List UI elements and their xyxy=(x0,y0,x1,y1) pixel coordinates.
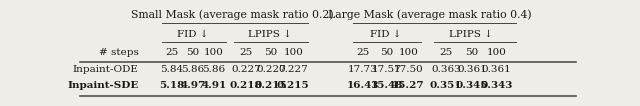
Text: 17.50: 17.50 xyxy=(394,65,423,74)
Text: 17.73: 17.73 xyxy=(348,65,378,74)
Text: 5.18: 5.18 xyxy=(159,81,184,90)
Text: 25: 25 xyxy=(440,48,452,57)
Text: 25: 25 xyxy=(356,48,369,57)
Text: 16.43: 16.43 xyxy=(346,81,379,90)
Text: 15.48: 15.48 xyxy=(371,81,403,90)
Text: 15.27: 15.27 xyxy=(392,81,425,90)
Text: Small Mask (average mask ratio 0.2): Small Mask (average mask ratio 0.2) xyxy=(131,9,334,20)
Text: 0.343: 0.343 xyxy=(481,81,513,90)
Text: 100: 100 xyxy=(284,48,303,57)
Text: 0.227: 0.227 xyxy=(278,65,308,74)
Text: 4.97: 4.97 xyxy=(180,81,205,90)
Text: 0.218: 0.218 xyxy=(230,81,262,90)
Text: 0.215: 0.215 xyxy=(255,81,287,90)
Text: 0.345: 0.345 xyxy=(456,81,488,90)
Text: 0.351: 0.351 xyxy=(430,81,462,90)
Text: Inpaint-SDE: Inpaint-SDE xyxy=(67,81,138,90)
Text: 5.86: 5.86 xyxy=(182,65,205,74)
Text: 50: 50 xyxy=(264,48,278,57)
Text: 100: 100 xyxy=(204,48,224,57)
Text: 100: 100 xyxy=(399,48,419,57)
Text: 4.91: 4.91 xyxy=(202,81,227,90)
Text: 50: 50 xyxy=(465,48,479,57)
Text: 0.215: 0.215 xyxy=(277,81,310,90)
Text: 5.86: 5.86 xyxy=(202,65,225,74)
Text: 0.227: 0.227 xyxy=(231,65,261,74)
Text: 25: 25 xyxy=(239,48,253,57)
Text: 17.57: 17.57 xyxy=(372,65,401,74)
Text: 0.363: 0.363 xyxy=(431,65,461,74)
Text: 100: 100 xyxy=(486,48,507,57)
Text: 50: 50 xyxy=(186,48,200,57)
Text: LPIPS ↓: LPIPS ↓ xyxy=(449,29,493,38)
Text: Large Mask (average mask ratio 0.4): Large Mask (average mask ratio 0.4) xyxy=(328,9,531,20)
Text: FID ↓: FID ↓ xyxy=(370,29,401,38)
Text: 5.84: 5.84 xyxy=(160,65,183,74)
Text: 0.227: 0.227 xyxy=(256,65,286,74)
Text: # steps: # steps xyxy=(99,48,138,57)
Text: LPIPS ↓: LPIPS ↓ xyxy=(248,29,292,38)
Text: 0.361: 0.361 xyxy=(457,65,486,74)
Text: Inpaint-ODE: Inpaint-ODE xyxy=(73,65,138,74)
Text: 0.361: 0.361 xyxy=(482,65,511,74)
Text: 25: 25 xyxy=(165,48,179,57)
Text: 50: 50 xyxy=(380,48,393,57)
Text: FID ↓: FID ↓ xyxy=(177,29,209,38)
